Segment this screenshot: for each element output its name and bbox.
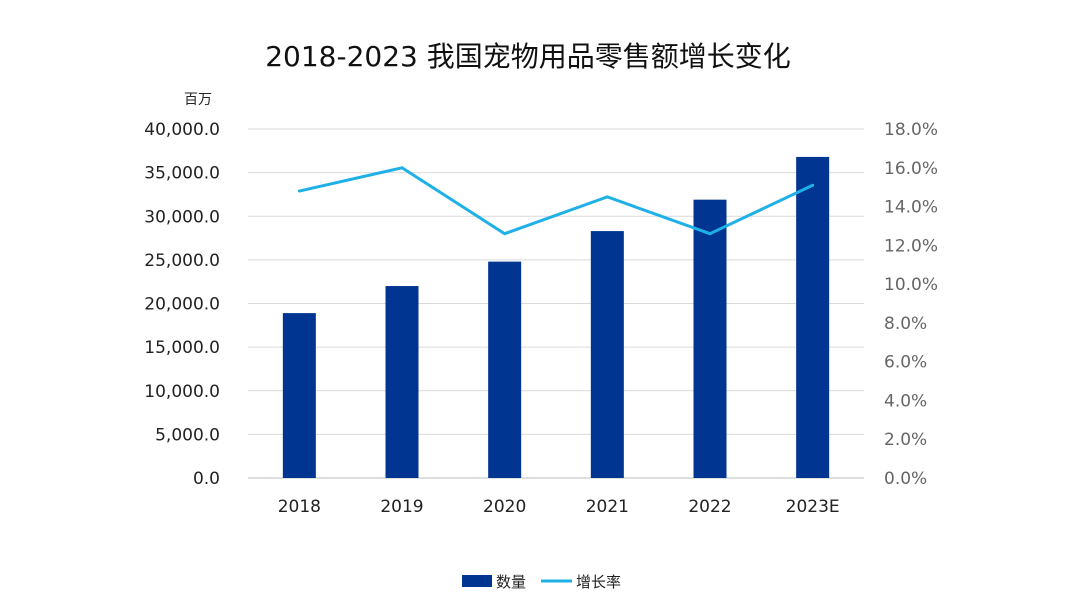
line-point: [400, 166, 404, 170]
right-axis-ticks: 0.0% 2.0% 4.0% 6.0% 8.0% 10.0% 12.0% 14.0% 16.0%…: [884, 120, 938, 489]
y-axis-unit: 百万: [184, 92, 212, 108]
y2-tick-label: 12.0%: [884, 236, 938, 256]
gridlines: [248, 128, 864, 479]
y2-tick-label: 8.0%: [884, 314, 927, 334]
legend-swatch-quantity: [462, 575, 492, 587]
y2-tick-label: 4.0%: [884, 391, 927, 411]
y-tick-label: 15,000.0: [144, 338, 220, 358]
x-tick-label: 2019: [380, 497, 423, 517]
left-axis-ticks: 0.0 5,000.0 10,000.0 15,000.0 20,000.0 25,000…: [144, 120, 220, 489]
y-tick-label: 10,000.0: [144, 382, 220, 402]
legend-label-quantity: 数量: [496, 573, 526, 591]
bar: [590, 231, 624, 478]
y2-tick-label: 6.0%: [884, 353, 927, 373]
bar: [385, 286, 419, 478]
y-tick-label: 5,000.0: [155, 425, 220, 445]
x-axis-ticks: 2018 2019 2020 2021 2022 2023E: [278, 497, 840, 517]
y2-tick-label: 2.0%: [884, 430, 927, 450]
x-tick-label: 2022: [688, 497, 731, 517]
bar: [488, 261, 522, 478]
line-point: [297, 189, 301, 193]
bar: [282, 313, 316, 478]
y-tick-label: 20,000.0: [144, 295, 220, 315]
line-point: [811, 183, 815, 187]
x-tick-label: 2021: [586, 497, 629, 517]
y-tick-label: 30,000.0: [144, 207, 220, 227]
line-point: [503, 232, 507, 236]
bar: [796, 156, 830, 479]
y2-tick-label: 18.0%: [884, 120, 938, 140]
y-tick-label: 25,000.0: [144, 251, 220, 271]
bar-series: [282, 156, 830, 479]
y2-tick-label: 14.0%: [884, 198, 938, 218]
x-tick-label: 2018: [278, 497, 321, 517]
bar: [693, 199, 727, 479]
x-tick-label: 2020: [483, 497, 526, 517]
growth-rate-line: [299, 166, 814, 236]
chart-title: 2018-2023 我国宠物用品零售额增长变化: [265, 40, 791, 73]
x-tick-label: 2023E: [786, 497, 840, 517]
y-tick-label: 0.0: [193, 469, 220, 489]
line-series: [297, 166, 815, 236]
legend: 数量 增长率: [462, 573, 621, 591]
y2-tick-label: 16.0%: [884, 159, 938, 179]
y2-tick-label: 10.0%: [884, 275, 938, 295]
y-tick-label: 40,000.0: [144, 120, 220, 140]
line-point: [708, 232, 712, 236]
legend-label-growth-rate: 增长率: [576, 573, 621, 591]
line-point: [605, 195, 609, 199]
y-tick-label: 35,000.0: [144, 164, 220, 184]
y2-tick-label: 0.0%: [884, 469, 927, 489]
